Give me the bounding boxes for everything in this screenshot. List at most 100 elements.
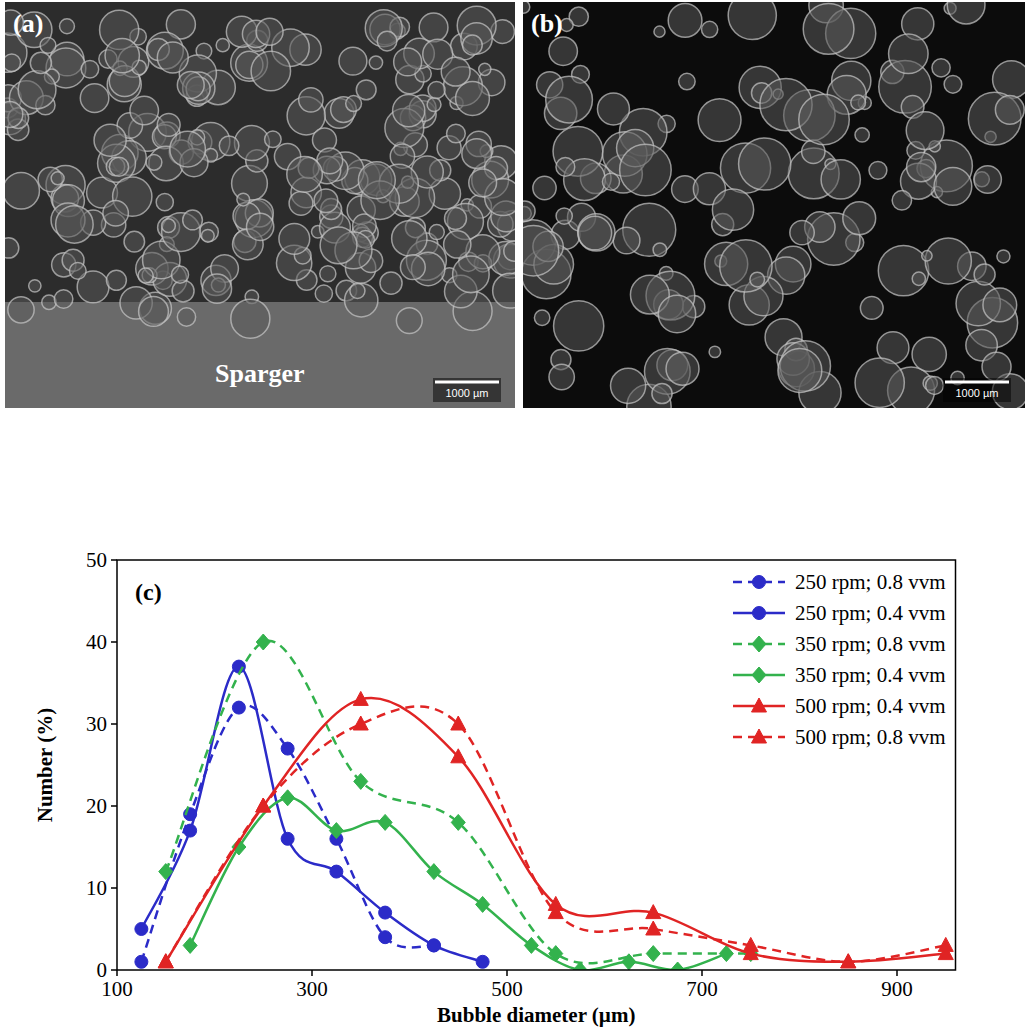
bubble (109, 157, 128, 176)
bubble (247, 213, 274, 240)
bubble (523, 226, 559, 276)
data-point (379, 906, 392, 919)
y-tick-label: 30 (86, 712, 107, 736)
bubble (620, 144, 672, 196)
data-point (256, 798, 271, 812)
bubble (799, 94, 850, 145)
bubble (668, 4, 702, 38)
bubble (5, 172, 39, 209)
series-line (166, 698, 946, 962)
bubble (51, 172, 64, 185)
data-point (256, 798, 271, 812)
scale-bar (945, 381, 1009, 384)
y-axis-title: Number (%) (33, 708, 57, 823)
bubble (18, 71, 56, 109)
bubble (377, 31, 397, 51)
bubble (177, 72, 204, 99)
bubble (146, 154, 162, 170)
bubble (462, 35, 482, 55)
bubble (80, 84, 109, 113)
photo-annotation: Sparger (215, 359, 305, 388)
bubble (597, 93, 629, 125)
bubble (172, 280, 194, 302)
bubble (29, 280, 41, 292)
bubble (60, 19, 75, 34)
bubble (453, 256, 490, 293)
bubble (613, 227, 640, 254)
bubble (139, 297, 169, 327)
bubble (400, 255, 425, 280)
bubble (156, 194, 173, 211)
data-point (524, 937, 538, 953)
bubble (320, 227, 357, 264)
legend-label: 350 rpm; 0.8 vvm (795, 632, 946, 656)
bubble (578, 216, 611, 249)
x-tick-label: 700 (686, 977, 718, 1001)
bubble (106, 270, 126, 290)
series-line (166, 706, 946, 961)
bubble (94, 124, 126, 156)
bubble (445, 208, 467, 230)
x-tick (116, 970, 118, 976)
bubble (419, 13, 448, 42)
x-axis-title: Bubble diameter (µm) (437, 1003, 635, 1027)
bubble (578, 214, 615, 251)
bubble (925, 238, 971, 284)
bubble (654, 26, 665, 37)
y-tick (111, 969, 117, 971)
bubble (202, 274, 231, 303)
data-point (281, 742, 294, 755)
data-point (646, 905, 661, 919)
data-point (841, 954, 856, 968)
panel-label: (a) (13, 9, 43, 38)
data-point (646, 921, 661, 935)
bubble (983, 288, 1017, 322)
photo-panel: (b)1000 µm (508, 0, 1030, 429)
bubble (556, 158, 575, 177)
data-point (548, 905, 563, 919)
bubble (934, 167, 972, 205)
bubble (698, 99, 741, 142)
legend-label: 500 rpm; 0.8 vvm (795, 725, 946, 749)
bubble (216, 39, 229, 52)
bubble (709, 346, 720, 357)
bubble (702, 21, 718, 37)
bubble (653, 243, 667, 257)
x-tick (896, 970, 898, 976)
bubble (602, 173, 619, 190)
bubble (170, 131, 206, 167)
data-point (379, 931, 392, 944)
chart: 01020304050100300500700900Bubble diamete… (33, 548, 956, 1027)
bubble (380, 272, 402, 294)
bubble (177, 308, 195, 326)
y-tick (111, 887, 117, 889)
bubble (549, 364, 574, 389)
bubble (855, 128, 869, 142)
data-point (158, 954, 173, 968)
bubble (124, 231, 145, 252)
bubble (162, 219, 176, 233)
bubble (778, 349, 822, 393)
bubble (256, 18, 283, 45)
bubble (346, 96, 362, 112)
photo-content (523, 2, 1025, 408)
legend-marker (753, 607, 766, 620)
bubble (54, 290, 73, 309)
data-point (159, 864, 173, 880)
series-line (190, 798, 726, 970)
scale-bar-label: 1000 µm (445, 387, 488, 399)
data-point (622, 954, 636, 970)
bubble (982, 352, 1011, 381)
photo-background (5, 2, 515, 408)
bubble (860, 297, 883, 320)
data-point (743, 937, 758, 951)
bubble (554, 301, 604, 351)
bubble (201, 229, 214, 242)
bubble (493, 273, 515, 308)
bubble (394, 48, 422, 76)
bubble (712, 189, 753, 230)
data-point (135, 923, 148, 936)
bubble (997, 250, 1010, 263)
bubble (358, 162, 395, 199)
photo-content (5, 6, 515, 408)
